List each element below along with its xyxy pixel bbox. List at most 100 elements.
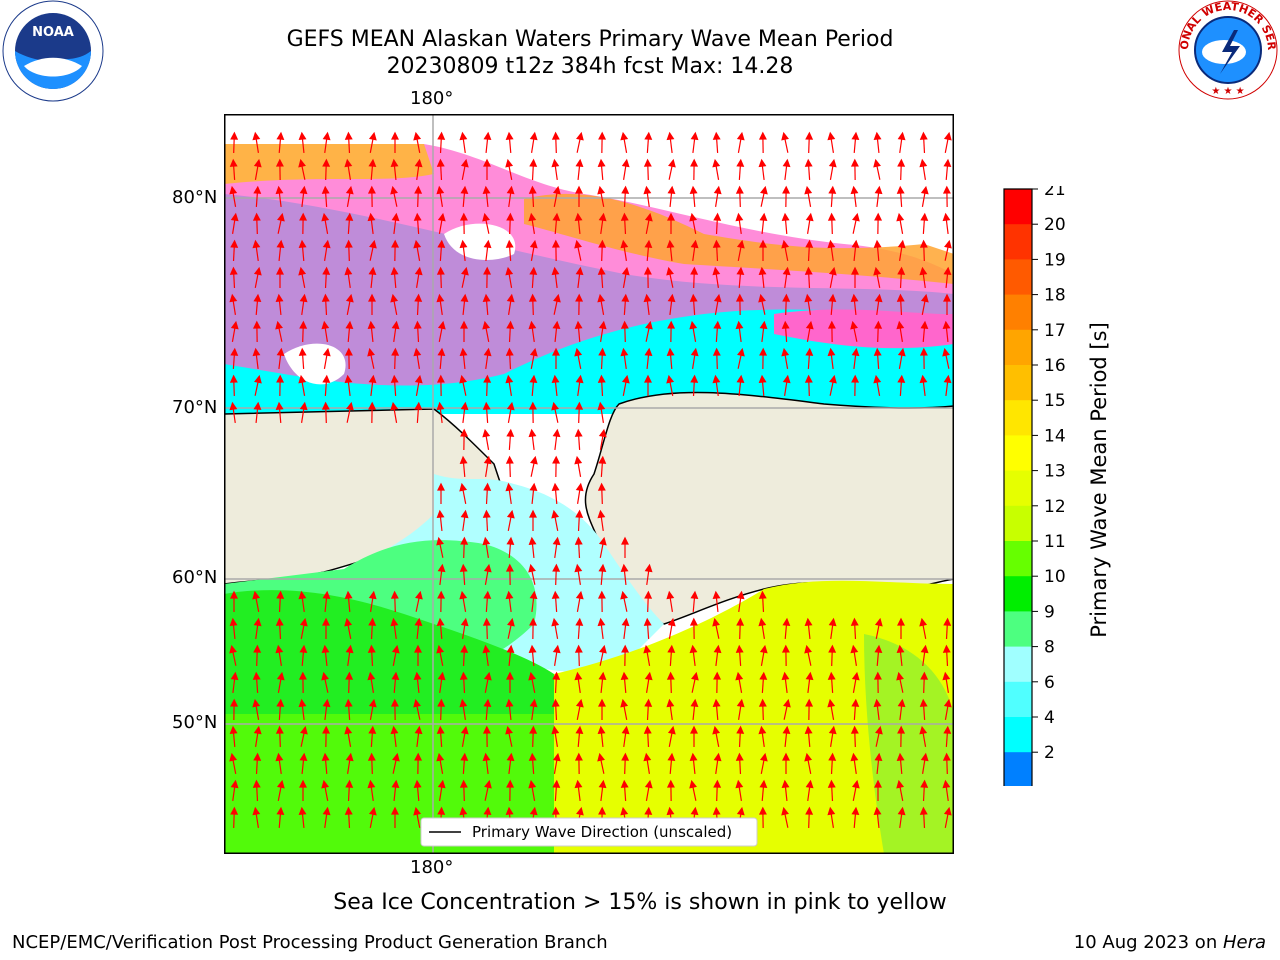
wave-arrow (943, 725, 952, 748)
wave-arrow (828, 185, 837, 208)
wave-arrow (321, 671, 329, 693)
wave-arrow (299, 212, 308, 235)
wave-arrow (827, 239, 836, 261)
wave-arrow (713, 212, 722, 235)
colorbar-tick-label: 16 (1044, 356, 1066, 376)
wave-arrow (827, 779, 836, 802)
wave-arrow (920, 752, 929, 774)
wave-arrow (736, 158, 745, 181)
wave-arrow (690, 590, 699, 613)
wave-arrow (230, 347, 239, 370)
wave-arrow (321, 212, 330, 234)
wave-arrow (482, 185, 491, 208)
wave-arrow (574, 779, 583, 802)
wave-arrow (804, 725, 813, 748)
wave-arrow (690, 266, 699, 289)
wave-arrow (344, 617, 353, 639)
wave-arrow (552, 536, 561, 558)
wave-arrow (275, 320, 283, 342)
wave-arrow (666, 347, 675, 370)
wave-arrow (713, 293, 722, 315)
wave-arrow (346, 401, 354, 423)
wave-arrow (367, 212, 376, 235)
colorbar-tick-label: 21 (1044, 186, 1066, 200)
wave-arrow (735, 752, 744, 775)
colorbar-cell (1004, 752, 1032, 786)
wave-arrow (736, 131, 745, 153)
wave-arrow (437, 131, 446, 154)
wave-arrow (850, 752, 859, 774)
wave-arrow (758, 725, 767, 747)
colorbar-tick-label: 20 (1044, 215, 1066, 235)
wave-arrow (620, 563, 629, 586)
colorbar-cell (1004, 329, 1032, 366)
wave-arrow (390, 293, 399, 315)
wave-arrow (528, 212, 537, 234)
wave-arrow (850, 293, 859, 316)
wave-arrow (620, 779, 629, 802)
wave-arrow (528, 428, 537, 451)
wave-arrow (850, 725, 859, 748)
wave-arrow (713, 185, 722, 207)
wave-arrow (529, 725, 538, 748)
wave-arrow (436, 725, 445, 748)
wave-arrow (919, 158, 928, 180)
wave-arrow (461, 266, 469, 288)
wave-arrow (643, 617, 652, 640)
wave-arrow (437, 320, 446, 342)
wave-arrow (552, 455, 561, 478)
wave-arrow (506, 671, 514, 693)
wave-arrow (805, 212, 814, 234)
wave-arrow (253, 644, 262, 667)
wave-arrow (574, 428, 583, 451)
wave-arrow (482, 293, 491, 316)
wave-arrow (298, 266, 307, 288)
wave-arrow (437, 698, 446, 721)
wave-arrow (229, 401, 238, 423)
wave-arrow (781, 671, 790, 694)
wave-arrow (874, 185, 883, 208)
wave-arrow (275, 644, 284, 666)
wave-arrow (896, 212, 905, 234)
colorbar-tick-label: 14 (1044, 426, 1066, 446)
wave-arrow (413, 347, 422, 369)
wave-arrow (713, 779, 722, 802)
wave-arrow (322, 347, 331, 369)
wave-arrow (229, 266, 238, 289)
wave-arrow (713, 644, 722, 667)
wave-arrow (712, 725, 721, 747)
wave-arrow (896, 779, 905, 801)
wave-arrow (712, 374, 721, 396)
wave-arrow (666, 266, 674, 288)
wave-arrow (437, 239, 446, 262)
wave-arrow (368, 617, 377, 640)
wave-arrow (827, 806, 836, 828)
wave-arrow (782, 293, 791, 316)
wave-arrow (896, 671, 904, 693)
wave-arrow (368, 401, 377, 424)
colorbar-frame (1003, 188, 1033, 786)
wave-arrow (552, 752, 561, 774)
wave-arrow (321, 752, 330, 775)
wave-arrow (482, 320, 491, 342)
wave-arrow (690, 374, 699, 397)
wave-arrow (505, 131, 514, 154)
wave-arrow (620, 698, 629, 720)
wave-arrow (299, 644, 308, 667)
wave-arrow (805, 806, 814, 829)
wave-period-map: Primary Wave Direction (unscaled) (224, 114, 954, 854)
wave-arrow (413, 806, 422, 828)
wave-arrow (368, 158, 377, 181)
wave-arrow (460, 644, 469, 667)
wave-arrow (644, 374, 652, 396)
wave-arrow (782, 752, 790, 774)
wave-arrow (252, 698, 261, 720)
chart-subtitle: 20230809 t12z 384h fcst Max: 14.28 (386, 54, 794, 79)
wave-arrow (298, 347, 307, 370)
wave-arrow (874, 293, 883, 315)
wave-arrow (552, 428, 561, 451)
wave-arrow (666, 239, 675, 262)
wave-arrow (321, 401, 330, 424)
map-legend: Primary Wave Direction (unscaled) (420, 817, 758, 847)
wave-arrow (851, 806, 860, 829)
